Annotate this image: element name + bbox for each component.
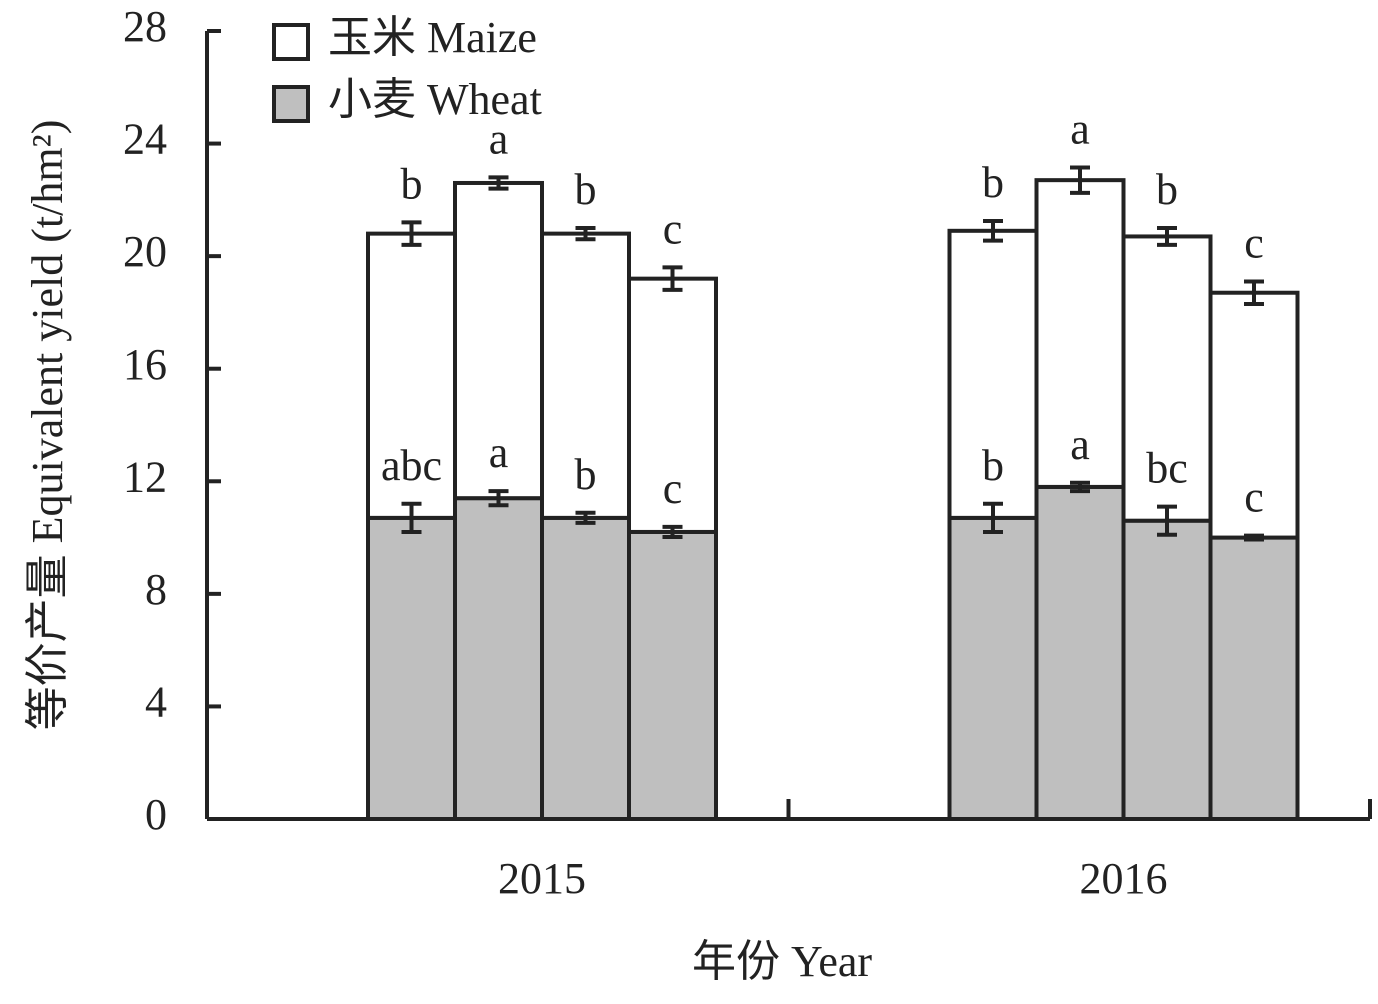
bar — [540, 515, 631, 821]
y-tick-label: 24 — [123, 115, 167, 164]
significance-label: a — [1070, 105, 1090, 154]
bar — [366, 515, 457, 821]
x-tick-label: 2015 — [498, 854, 586, 903]
legend-label: 玉米 Maize — [328, 13, 537, 62]
significance-label: c — [663, 464, 683, 513]
significance-label: a — [489, 428, 509, 477]
y-tick-label: 4 — [145, 678, 167, 727]
significance-label: abc — [381, 441, 442, 490]
significance-label: b — [575, 165, 597, 214]
y-tick-label: 12 — [123, 452, 167, 501]
bar — [1034, 484, 1126, 821]
legend-label: 小麦 Wheat — [328, 75, 542, 124]
y-tick-label: 8 — [145, 565, 167, 614]
significance-label: b — [401, 159, 423, 208]
bar — [947, 228, 1039, 520]
significance-label: a — [1070, 420, 1090, 469]
significance-label: b — [1156, 165, 1178, 214]
significance-label: c — [1244, 473, 1264, 522]
significance-label: b — [982, 158, 1004, 207]
significance-label: b — [982, 441, 1004, 490]
y-tick-label: 20 — [123, 227, 167, 276]
y-tick-label: 0 — [145, 790, 167, 839]
y-tick-label: 28 — [123, 2, 167, 51]
y-tick-label: 16 — [123, 340, 167, 389]
y-axis-label: 等价产量 Equivalent yield (t/hm²) — [23, 120, 72, 731]
significance-label: a — [489, 114, 509, 163]
bar — [1208, 535, 1300, 821]
significance-label: c — [1244, 219, 1264, 268]
bar — [627, 529, 718, 821]
bar — [366, 231, 457, 520]
bar — [627, 276, 718, 534]
x-axis-label: 年份 Year — [692, 937, 872, 986]
legend-swatch — [272, 85, 310, 123]
bar — [453, 496, 544, 821]
x-tick-label: 2016 — [1080, 854, 1168, 903]
legend-swatch — [272, 23, 310, 61]
bar — [947, 515, 1039, 821]
bar — [540, 231, 631, 520]
significance-label: bc — [1146, 444, 1188, 493]
significance-label: c — [663, 204, 683, 253]
bar — [1121, 518, 1213, 822]
significance-label: b — [575, 450, 597, 499]
